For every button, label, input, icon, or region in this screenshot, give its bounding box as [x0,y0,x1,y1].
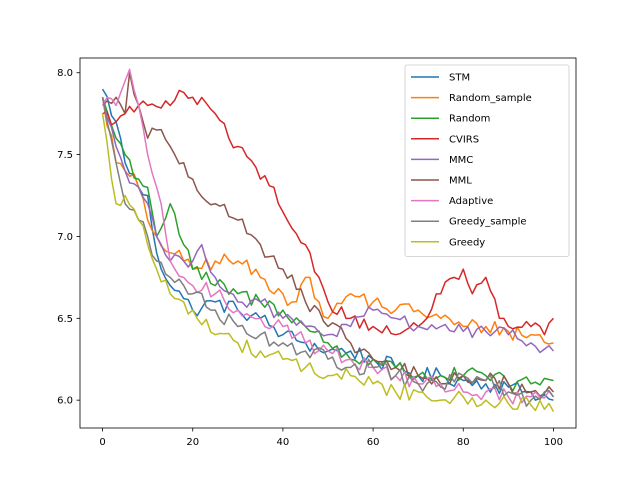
axes-layer: 0 20 40 60 80 100 6.0 6.5 7.0 7.5 8.0 [57,68,563,448]
series-line-greedy-sample [101,97,555,407]
series-line-mmc [101,97,555,354]
series-line-cvirs [102,89,554,336]
plot-frame [79,57,577,429]
legend-box [404,64,570,257]
x-tick-label: 40 [277,437,290,448]
legend-label-random-sample: Random_sample [449,93,532,104]
series-line-random [101,97,554,392]
x-tick-label: 80 [457,437,470,448]
x-tick-label: 100 [544,437,563,448]
legend-label-mml: MML [449,176,472,187]
legend-label-greedy-sample: Greedy_sample [449,217,527,228]
y-tick-label: 6.5 [57,314,73,325]
series-line-mml [102,71,555,397]
series-line-random-sample [101,97,554,345]
legend-label-adaptive: Adaptive [449,196,493,207]
series-layer [101,68,555,412]
legend-label-stm: STM [449,73,470,84]
series-line-greedy [101,113,555,412]
legend-label-greedy: Greedy [449,237,485,248]
x-tick-label: 0 [99,437,105,448]
y-tick-label: 6.0 [57,396,73,407]
legend: STM Random_sample Random CVIRS MMC MML Adaptiv… [404,64,570,257]
legend-label-cvirs: CVIRS [449,134,479,145]
legend-label-random: Random [449,114,490,125]
y-tick-label: 8.0 [57,68,73,79]
y-tick-label: 7.5 [57,150,73,161]
series-line-adaptive [101,68,555,405]
legend-label-mmc: MMC [449,155,473,166]
y-tick-label: 7.0 [57,232,73,243]
x-tick-label: 20 [186,437,199,448]
x-tick-label: 60 [367,437,380,448]
